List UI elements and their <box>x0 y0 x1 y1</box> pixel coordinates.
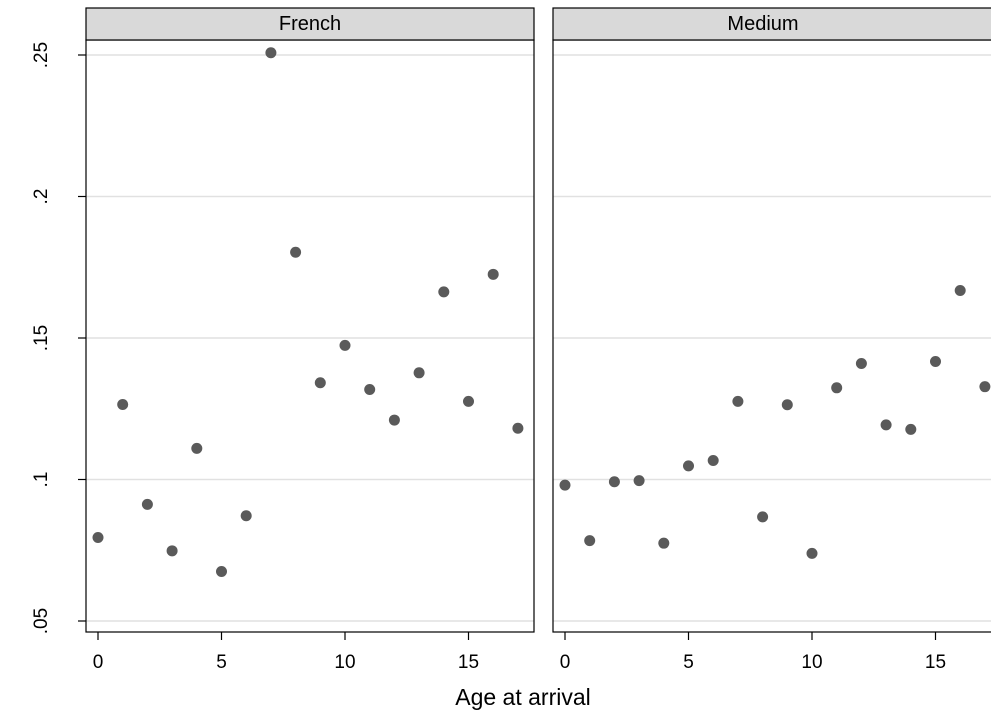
plot-area <box>86 40 534 632</box>
panel-title: French <box>279 13 341 35</box>
data-point <box>290 246 302 258</box>
plot-panels: French 0 5 10 15 Medium 0 5 10 15 <box>85 7 991 673</box>
y-tick-label: .25 <box>31 42 52 68</box>
data-point <box>781 399 793 411</box>
data-point <box>92 532 104 544</box>
data-point <box>757 511 769 523</box>
data-point <box>364 384 376 396</box>
data-point <box>954 284 966 296</box>
data-point <box>930 355 941 367</box>
panel-header <box>552 7 991 41</box>
x-tick-label: 5 <box>683 652 694 673</box>
data-point <box>683 460 694 472</box>
y-tick-label: .1 <box>31 472 52 488</box>
x-tick-label: 0 <box>93 652 104 673</box>
data-point <box>240 510 252 522</box>
data-point <box>141 498 153 510</box>
data-point <box>463 395 474 407</box>
x-tick-label: 15 <box>925 652 946 673</box>
data-point <box>855 357 867 369</box>
panel-title: Medium <box>727 13 798 35</box>
x-tick-label: 15 <box>458 652 479 673</box>
data-point <box>314 377 326 389</box>
data-point <box>880 419 892 431</box>
data-point <box>265 47 277 59</box>
x-tick-label: 10 <box>801 652 822 673</box>
data-point <box>339 339 351 351</box>
data-point <box>438 286 450 298</box>
data-point <box>487 268 499 280</box>
data-point <box>979 381 991 393</box>
data-point <box>707 455 719 467</box>
data-point <box>732 395 744 407</box>
y-axis: .05 .1 .15 .2 .25 <box>31 42 86 634</box>
data-point <box>608 476 620 488</box>
x-tick-label: 10 <box>334 652 355 673</box>
x-axis-title: Age at arrival <box>455 684 591 710</box>
data-point <box>831 382 843 394</box>
panel-medium: Medium 0 5 10 15 <box>552 7 991 673</box>
y-tick-label: .05 <box>31 608 52 634</box>
data-point <box>559 479 571 491</box>
data-point <box>905 423 917 435</box>
data-point <box>413 367 425 379</box>
y-tick-label: .15 <box>31 325 52 351</box>
data-point <box>216 565 227 577</box>
data-point <box>117 399 129 411</box>
y-tick-label: .2 <box>31 189 52 205</box>
data-point <box>806 547 818 559</box>
data-point <box>512 422 524 434</box>
panel-header <box>85 7 535 41</box>
data-point <box>584 535 596 547</box>
data-point <box>633 475 645 487</box>
x-tick-label: 5 <box>216 652 227 673</box>
x-tick-label: 0 <box>560 652 571 673</box>
plot-area <box>553 40 991 632</box>
panel-french: French 0 5 10 15 <box>85 7 535 673</box>
data-point <box>166 545 178 557</box>
data-point <box>191 442 203 454</box>
data-point <box>658 537 670 549</box>
data-point <box>388 414 400 426</box>
